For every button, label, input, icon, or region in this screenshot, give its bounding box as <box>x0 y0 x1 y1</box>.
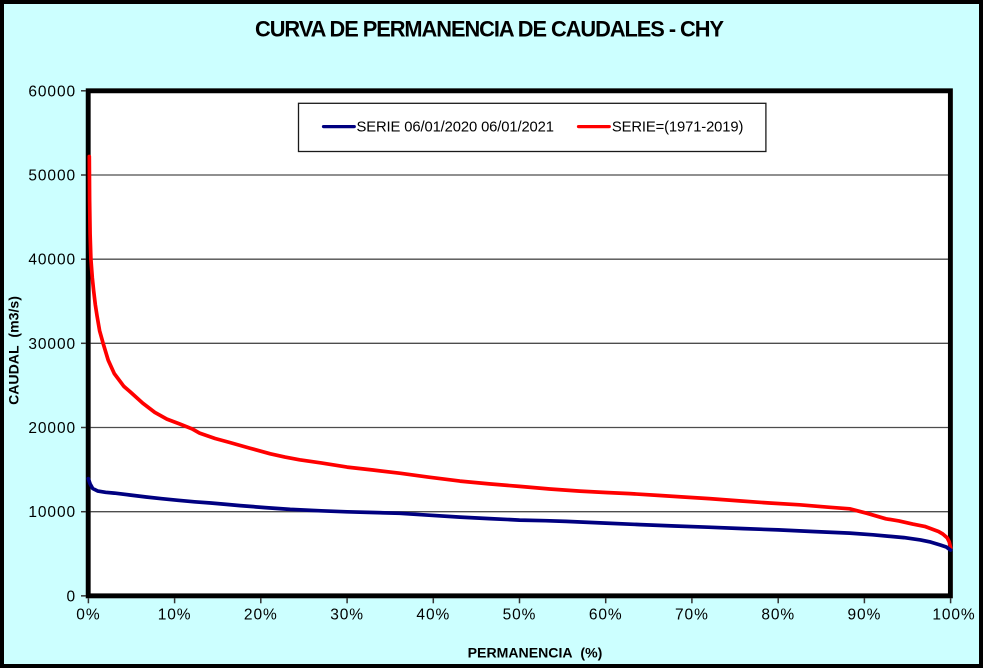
svg-text:40000: 40000 <box>28 252 76 269</box>
svg-text:0: 0 <box>66 588 76 605</box>
svg-text:20000: 20000 <box>28 420 76 437</box>
svg-text:CURVA DE PERMANENCIA DE CAUDAL: CURVA DE PERMANENCIA DE CAUDALES - CHY <box>255 16 724 41</box>
svg-text:SERIE=(1971-2019): SERIE=(1971-2019) <box>612 119 744 135</box>
svg-text:100%: 100% <box>932 606 975 623</box>
svg-text:PERMANENCIA (%): PERMANENCIA (%) <box>468 644 603 660</box>
svg-text:60000: 60000 <box>28 83 76 100</box>
svg-text:70%: 70% <box>675 606 709 623</box>
svg-text:30%: 30% <box>330 606 364 623</box>
svg-text:40%: 40% <box>416 606 450 623</box>
svg-text:90%: 90% <box>848 606 882 623</box>
svg-text:50%: 50% <box>503 606 537 623</box>
svg-text:30000: 30000 <box>28 336 76 353</box>
svg-text:SERIE 06/01/2020 06/01/2021: SERIE 06/01/2020 06/01/2021 <box>357 119 555 135</box>
svg-text:10000: 10000 <box>28 504 76 521</box>
svg-text:10%: 10% <box>158 606 192 623</box>
svg-text:60%: 60% <box>589 606 623 623</box>
svg-text:20%: 20% <box>244 606 278 623</box>
svg-text:0%: 0% <box>76 606 100 623</box>
svg-text:80%: 80% <box>761 606 795 623</box>
svg-text:50000: 50000 <box>28 168 76 185</box>
svg-text:CAUDAL (m3/s): CAUDAL (m3/s) <box>6 296 22 405</box>
